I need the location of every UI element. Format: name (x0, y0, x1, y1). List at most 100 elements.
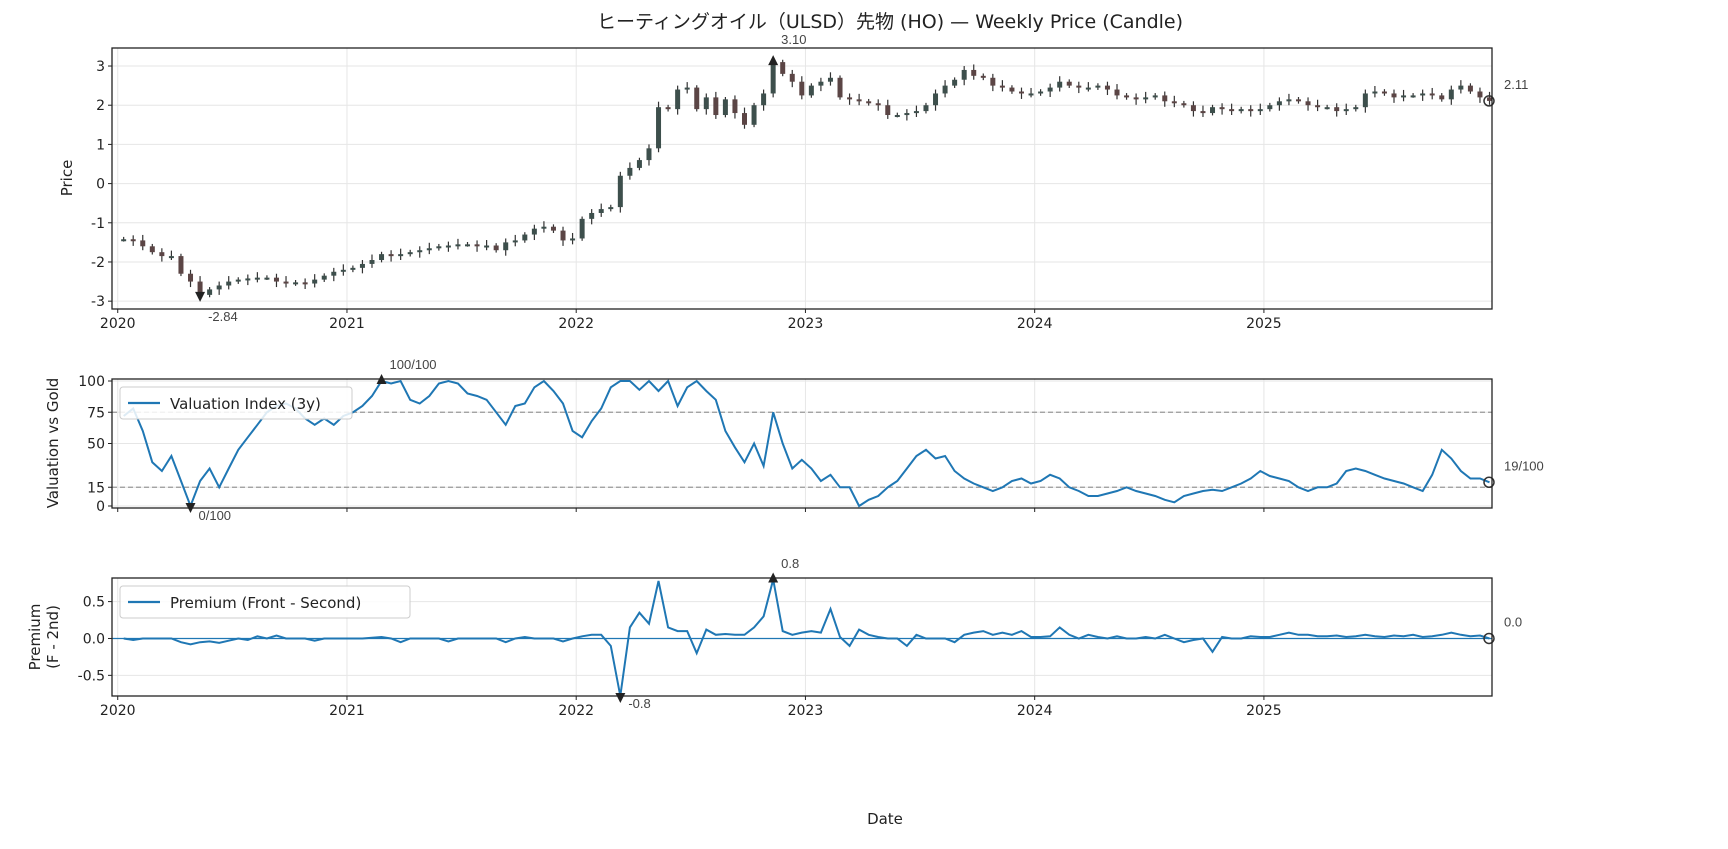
premium-ylabel-line2: (F - 2nd) (44, 605, 62, 669)
candle-body (971, 69, 977, 76)
candle-body (1190, 105, 1196, 112)
premium-legend-box (119, 585, 411, 619)
candle-body (312, 279, 318, 284)
candle-body (321, 275, 327, 280)
y-tick-label: 15 (87, 480, 105, 496)
candle-body (1047, 87, 1053, 92)
candle-body (1124, 95, 1130, 98)
candle-body (207, 289, 213, 295)
x-tick-label: 2025 (1246, 703, 1282, 719)
candle-body (961, 69, 967, 80)
candle-body (1152, 95, 1158, 98)
axes-frame (111, 378, 1493, 509)
candle-body (1200, 111, 1206, 114)
candle-body (235, 279, 241, 282)
min-marker-icon (615, 693, 626, 703)
candle-body (1477, 91, 1483, 98)
candle-body (1238, 109, 1244, 112)
candle-body (465, 244, 471, 247)
valuation-max-label: 100/100 (390, 357, 437, 372)
candle-body (1229, 109, 1235, 112)
candle-body (761, 93, 767, 106)
y-tick-label: -3 (91, 294, 105, 310)
y-tick-label: 100 (78, 374, 105, 390)
candle-body (913, 111, 919, 114)
candle-body (188, 273, 194, 282)
premium-min-label: -0.8 (628, 696, 650, 711)
candle-body (808, 85, 814, 96)
candle-body (1181, 103, 1187, 106)
valuation-legend-label: Valuation Index (3y) (170, 395, 321, 413)
last-value-marker-icon (1483, 95, 1495, 107)
candle-body (254, 277, 260, 280)
candle-body (273, 277, 279, 282)
candle-body (799, 81, 805, 96)
candle-body (369, 260, 375, 264)
candle-body (694, 87, 700, 110)
x-tick-label: 2020 (100, 703, 136, 719)
last-value-marker-icon (1483, 632, 1495, 645)
candle-body (1104, 85, 1110, 90)
x-tick-label: 2024 (1017, 316, 1053, 332)
min-marker-icon (195, 291, 206, 302)
candle-body (1076, 85, 1082, 88)
candle-body (388, 254, 394, 257)
x-tick-label: 2022 (558, 316, 594, 332)
y-tick-label: -2 (91, 255, 105, 271)
y-tick-label: 75 (87, 405, 105, 421)
candle-body (436, 246, 442, 249)
candle-body (684, 87, 690, 90)
candle-body (1353, 107, 1359, 110)
y-tick-label: 1 (96, 137, 105, 153)
candle-body (359, 263, 365, 268)
candle-body (1286, 99, 1292, 102)
candle-body (1095, 85, 1101, 88)
candle-body (1448, 89, 1454, 100)
candle-body (1458, 85, 1464, 90)
candle-body (770, 62, 776, 94)
candle-body (130, 239, 136, 242)
candle-body (751, 105, 757, 125)
candle-body (302, 282, 308, 285)
candle-body (999, 85, 1005, 88)
candle-body (1219, 107, 1225, 110)
candle-body (455, 244, 461, 247)
candle-body (1057, 81, 1063, 88)
valuation-legend-box (119, 386, 353, 420)
candle-body (1066, 81, 1072, 86)
price-min-label: -2.84 (208, 309, 238, 324)
candle-body (722, 99, 728, 116)
candle-body (617, 175, 623, 208)
x-tick-label: 2021 (329, 316, 365, 332)
candle-body (818, 81, 824, 86)
candle-body (484, 245, 490, 248)
candle-body (1401, 95, 1407, 98)
valuation-min-label: 0/100 (199, 508, 232, 523)
candle-body (827, 77, 833, 82)
x-tick-label: 2023 (788, 316, 824, 332)
candle-body (541, 226, 547, 229)
candle-body (197, 281, 203, 295)
candle-body (1439, 95, 1445, 100)
candle-body (1410, 95, 1416, 98)
candle-body (570, 238, 576, 241)
candle-body (789, 73, 795, 82)
premium-legend: Premium (Front - Second) (119, 585, 411, 619)
candle-body (923, 105, 929, 112)
x-tick-label: 2024 (1017, 703, 1053, 719)
candle-body (646, 148, 652, 161)
candle-body (1391, 93, 1397, 98)
price-ylabel: Price (58, 160, 76, 197)
candle-body (512, 240, 518, 243)
y-tick-label: -0.5 (78, 668, 105, 684)
y-tick-label: 0.5 (83, 595, 105, 611)
candle-body (598, 209, 604, 213)
candle-body (627, 167, 633, 176)
candle-body (1143, 97, 1149, 100)
candle-body (140, 240, 146, 247)
candle-body (732, 99, 738, 114)
y-tick-label: 3 (96, 59, 105, 75)
candle-body (1248, 109, 1254, 112)
price-max-label: 3.10 (781, 32, 806, 47)
candle-body (780, 62, 786, 74)
